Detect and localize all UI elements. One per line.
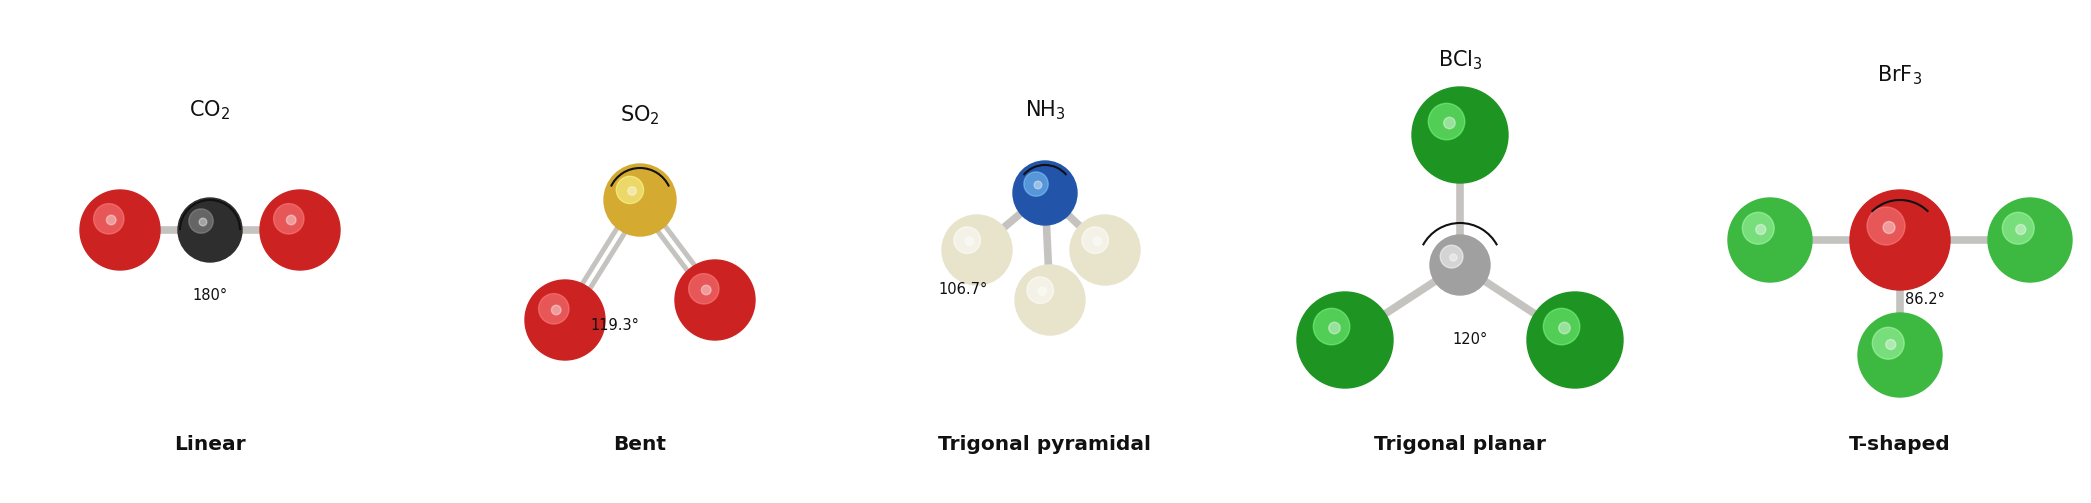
Text: Linear: Linear (174, 436, 247, 455)
Circle shape (1756, 224, 1765, 234)
Text: BrF$_3$: BrF$_3$ (1878, 63, 1922, 87)
Circle shape (700, 285, 711, 295)
Circle shape (675, 260, 755, 340)
Circle shape (1884, 221, 1894, 233)
Text: Bent: Bent (613, 436, 667, 455)
Circle shape (1411, 87, 1508, 183)
Text: CO$_2$: CO$_2$ (190, 98, 230, 122)
Circle shape (1081, 227, 1108, 254)
Circle shape (79, 190, 161, 270)
Text: 119.3°: 119.3° (590, 317, 640, 332)
Circle shape (966, 237, 974, 245)
Circle shape (2016, 224, 2026, 234)
Text: 106.7°: 106.7° (939, 283, 987, 297)
Circle shape (1071, 215, 1140, 285)
Circle shape (1742, 212, 1773, 244)
Text: NH$_3$: NH$_3$ (1025, 98, 1066, 122)
Circle shape (107, 215, 115, 225)
Circle shape (274, 204, 303, 234)
Circle shape (1989, 198, 2072, 282)
Circle shape (1428, 103, 1466, 140)
Circle shape (1025, 172, 1048, 196)
Circle shape (1449, 254, 1457, 261)
Text: T-shaped: T-shaped (1848, 436, 1951, 455)
Circle shape (525, 280, 604, 360)
Circle shape (1313, 308, 1351, 345)
Circle shape (552, 305, 560, 315)
Circle shape (1443, 117, 1455, 129)
Circle shape (1526, 292, 1623, 388)
Circle shape (1430, 235, 1491, 295)
Circle shape (1859, 313, 1943, 397)
Text: BCl$_3$: BCl$_3$ (1437, 48, 1483, 72)
Text: Trigonal planar: Trigonal planar (1374, 436, 1545, 455)
Circle shape (1027, 277, 1054, 303)
Circle shape (1094, 237, 1102, 245)
Text: 86.2°: 86.2° (1905, 293, 1945, 307)
Text: SO$_2$: SO$_2$ (621, 103, 661, 127)
Circle shape (1851, 190, 1951, 290)
Circle shape (688, 274, 719, 304)
Circle shape (1867, 207, 1905, 245)
Circle shape (604, 164, 675, 236)
Circle shape (199, 218, 207, 226)
Circle shape (627, 187, 636, 195)
Circle shape (1886, 340, 1897, 350)
Circle shape (1558, 322, 1570, 334)
Text: 180°: 180° (192, 288, 228, 302)
Circle shape (1296, 292, 1393, 388)
Circle shape (943, 215, 1012, 285)
Circle shape (953, 227, 981, 254)
Circle shape (94, 204, 123, 234)
Circle shape (1727, 198, 1813, 282)
Circle shape (1871, 327, 1905, 359)
Circle shape (286, 215, 297, 225)
Circle shape (1441, 245, 1464, 268)
Circle shape (1543, 308, 1581, 345)
Circle shape (2003, 212, 2035, 244)
Circle shape (259, 190, 341, 270)
Circle shape (178, 198, 243, 262)
Circle shape (1012, 161, 1077, 225)
Circle shape (539, 294, 569, 324)
Text: 120°: 120° (1453, 332, 1487, 348)
Circle shape (1035, 181, 1041, 189)
Circle shape (1014, 265, 1085, 335)
Circle shape (1328, 322, 1340, 334)
Circle shape (1037, 287, 1046, 295)
Circle shape (188, 209, 213, 233)
Circle shape (617, 176, 644, 204)
Text: Trigonal pyramidal: Trigonal pyramidal (939, 436, 1152, 455)
